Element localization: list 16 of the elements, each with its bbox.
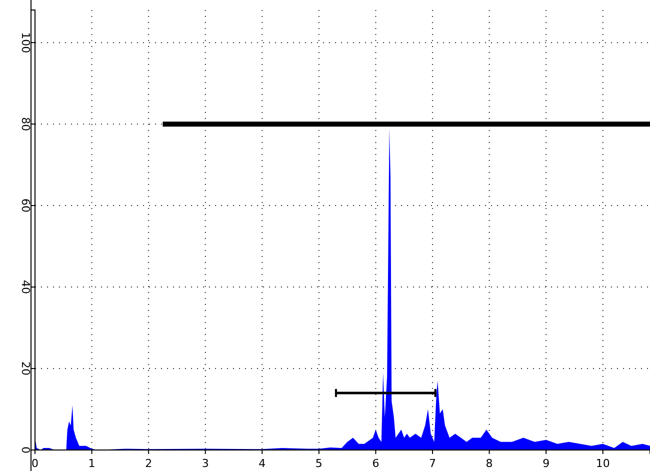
x-tick-label: 3 (202, 456, 209, 470)
y-tick-label: 60 (18, 198, 32, 213)
x-tick-label: 5 (315, 456, 322, 470)
x-tick-label: 8 (486, 456, 493, 470)
x-tick-label: 4 (258, 456, 266, 470)
x-tick-label: 1 (88, 456, 96, 470)
y-tick-label: 20 (18, 362, 32, 376)
x-tick-label: 2 (145, 456, 152, 470)
x-tick-label: 9 (542, 456, 550, 470)
y-tick-label: 40 (18, 280, 32, 294)
x-tick-label: 10 (596, 456, 610, 470)
y-tick-label: 0 (18, 446, 32, 454)
x-tick-label: 7 (429, 456, 436, 470)
y-tick-label: 80 (18, 117, 32, 132)
x-tick-label: 6 (372, 456, 380, 470)
y-tick-label: 100 (18, 32, 32, 54)
